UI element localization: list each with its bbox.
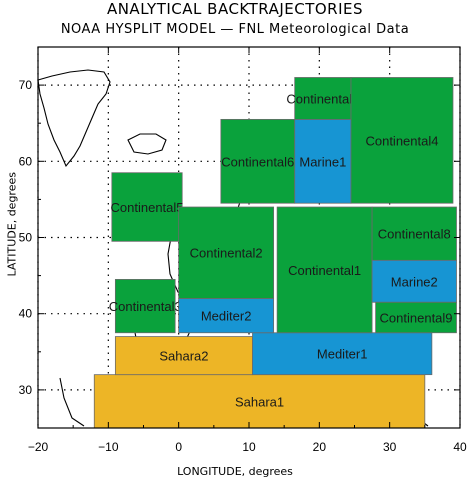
y-tick-label: 40 xyxy=(19,307,33,321)
sector-marine1-label: Marine1 xyxy=(299,154,346,169)
sector-continental7-label: Continental7 xyxy=(286,91,359,106)
x-tick-label: 10 xyxy=(242,440,256,454)
x-tick-label: 0 xyxy=(175,440,182,454)
sector-continental8-label: Continental8 xyxy=(378,227,451,242)
sector-continental9-box xyxy=(375,301,457,334)
sector-continental1-label: Continental1 xyxy=(288,263,361,278)
y-tick-label: 60 xyxy=(19,154,33,168)
sector-marine2-label: Marine2 xyxy=(391,274,438,289)
sector-sahara1-box xyxy=(93,374,426,429)
iceland-coast xyxy=(127,133,167,155)
x-tick-label: 40 xyxy=(453,440,467,454)
sector-continental4-box xyxy=(350,77,454,204)
x-tick-label: 30 xyxy=(383,440,397,454)
map-title: ANALYTICAL BACKTRAJECTORIES xyxy=(106,0,364,18)
sector-boxes: Sahara1 Sahara2 Mediter1 Continental3 Medite… xyxy=(93,77,457,429)
y-tick-label: 70 xyxy=(19,78,33,92)
sector-continental2-label: Continental2 xyxy=(190,246,263,261)
sector-mediter1-label: Mediter1 xyxy=(317,347,368,362)
x-axis-label: LONGITUDE, degrees xyxy=(177,465,293,478)
sector-mediter2-box xyxy=(178,298,275,334)
sector-continental2-box xyxy=(178,206,275,299)
sector-marine1-box xyxy=(294,118,352,204)
y-axis-label: LATITUDE, degrees xyxy=(5,172,19,277)
sector-mediter2-label: Mediter2 xyxy=(201,309,252,324)
y-tick-label: 50 xyxy=(19,231,33,245)
sector-marine2-box xyxy=(371,259,457,303)
map-subtitle: NOAA HYSPLIT MODEL — FNL Meteorological … xyxy=(60,22,410,37)
sector-continental5-box xyxy=(111,172,183,242)
sector-continental6-label: Continental6 xyxy=(221,154,294,169)
sector-mediter1-box xyxy=(252,332,433,376)
sector-continental7-box xyxy=(294,77,352,120)
x-tick-label: −10 xyxy=(98,440,119,454)
plot-frame: −20 −10 0 10 20 30 40 30 40 50 60 70 xyxy=(19,46,467,454)
sector-continental3-label: Continental3 xyxy=(109,299,182,314)
sector-continental6-box xyxy=(220,118,296,204)
y-tick-label: 30 xyxy=(19,383,33,397)
sector-continental5-label: Continental5 xyxy=(111,200,184,215)
sector-continental3-box xyxy=(114,279,176,334)
greenland-coast xyxy=(37,69,111,168)
x-tick-label: 20 xyxy=(313,440,327,454)
sector-continental4-label: Continental4 xyxy=(365,133,438,148)
sector-continental8-box xyxy=(371,206,457,261)
sector-sahara1-label: Sahara1 xyxy=(235,394,284,409)
x-tick-label: −20 xyxy=(28,440,49,454)
sector-continental9-label: Continental9 xyxy=(380,311,453,326)
sector-sahara2-box xyxy=(114,336,253,376)
sector-sahara2-label: Sahara2 xyxy=(159,349,208,364)
